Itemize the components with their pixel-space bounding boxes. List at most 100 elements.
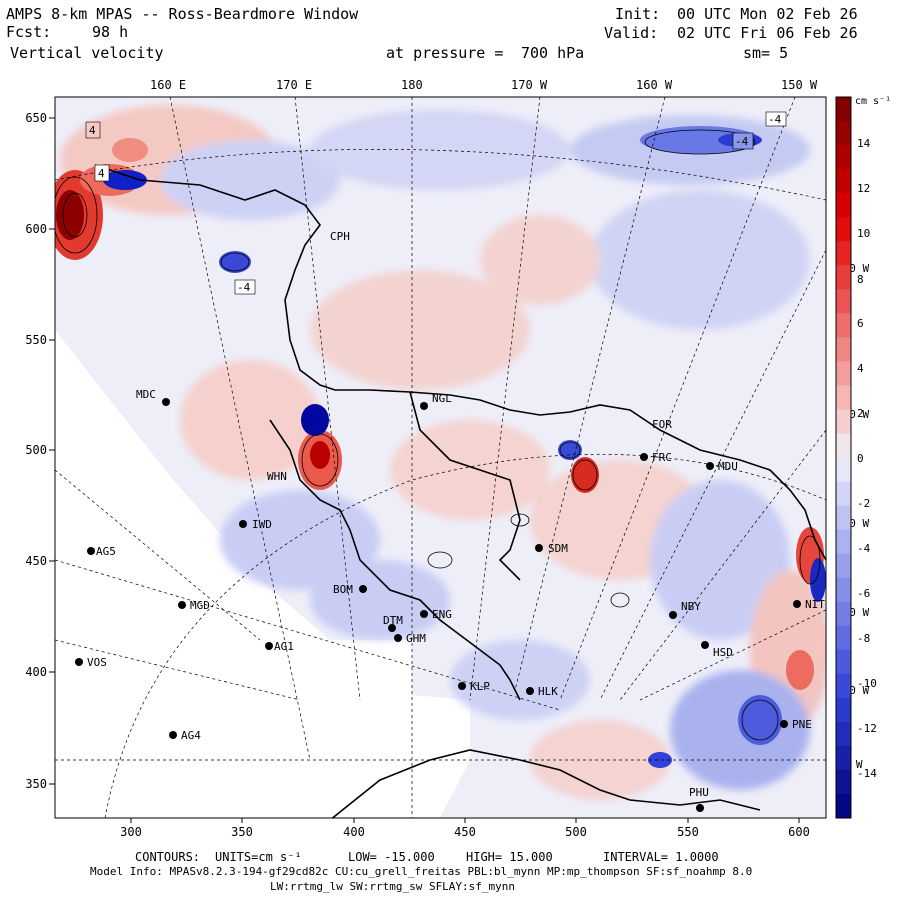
station-label: VOS: [87, 656, 107, 669]
x-tick-label: 600: [788, 825, 810, 839]
init-label: Init:: [615, 5, 661, 23]
station-markers: [75, 398, 801, 812]
footer-interval: INTERVAL= 1.0000: [603, 850, 719, 864]
contour-lines: [55, 129, 821, 741]
x-tick-label: 500: [565, 825, 587, 839]
station-label: PHU: [689, 786, 709, 799]
y-tick-label: 650: [25, 111, 47, 125]
downward-motion-area: [310, 560, 450, 640]
station-label: NBY: [681, 600, 701, 613]
colorbar-band: [836, 337, 851, 362]
colorbar-frame: [835, 96, 852, 819]
no-data-region-west: [55, 330, 412, 818]
y-tick-label: 500: [25, 443, 47, 457]
footer-model-info-2: LW:rrtmg_lw SW:rrtmg_sw SFLAY:sf_mynn: [270, 880, 516, 893]
downward-motion-area: [310, 110, 570, 190]
contour-label: -4: [237, 281, 251, 294]
colorbar-tick-label: 4: [857, 362, 864, 375]
station-label: KLP: [470, 680, 490, 693]
colorbar-band: [836, 265, 851, 290]
longitude-label: 180: [401, 78, 423, 92]
longitude-label: 160 E: [150, 78, 186, 92]
downward-motion-area: [450, 640, 590, 720]
colorbar-band: [836, 313, 851, 338]
y-ticks: [49, 117, 55, 785]
contour-label: -4: [735, 135, 749, 148]
y-tick-label: 400: [25, 665, 47, 679]
station-label: GHM: [406, 632, 426, 645]
colorbar-band: [836, 505, 851, 531]
x-tick-label: 550: [677, 825, 699, 839]
station-label: AG4: [181, 729, 201, 742]
colorbar-band: [836, 529, 851, 555]
station-label: BOM: [333, 583, 353, 596]
colorbar-tick-label: -10: [857, 677, 877, 690]
colorbar-band: [836, 457, 851, 483]
contour-label: -4: [768, 113, 782, 126]
longitude-label: 160 W: [636, 78, 673, 92]
colorbar-tick-label: 14: [857, 137, 871, 150]
field-name: Vertical velocity: [10, 44, 164, 62]
colorbar-band: [836, 577, 851, 603]
valid-time: 02 UTC Fri 06 Feb 26: [677, 24, 858, 42]
colorbar-band: [836, 97, 851, 122]
colorbar-tick-label: -6: [857, 587, 870, 600]
colorbar-band: [836, 361, 851, 386]
longitude-label: 150 W: [781, 78, 818, 92]
x-tick-label: 350: [231, 825, 253, 839]
colorbar-band: [836, 481, 851, 507]
forecast-hours: 98 h: [92, 23, 129, 41]
station-label: NIT: [805, 598, 825, 611]
downward-motion-area: [650, 480, 790, 640]
y-tick-label: 350: [25, 777, 47, 791]
station-label: SDM: [548, 542, 568, 555]
footer-low: LOW= -15.000: [348, 850, 435, 864]
colorbar-tick-label: 6: [857, 317, 864, 330]
colorbar-tick-label: 12: [857, 182, 870, 195]
upward-motion-area: [310, 270, 530, 390]
init-time: 00 UTC Mon 02 Feb 26: [677, 5, 858, 23]
colorbar-band: [836, 289, 851, 314]
station-label: ENG: [432, 608, 452, 621]
upward-motion-area: [180, 360, 320, 480]
station-label: AG1: [274, 640, 294, 653]
colorbar-tick-label: 2: [857, 407, 864, 420]
station-label: MGD: [190, 599, 210, 612]
upward-motion-area: [390, 420, 550, 520]
graticule: [55, 97, 826, 818]
colorbar-band: [836, 241, 851, 266]
upward-motion-area: [530, 720, 670, 800]
colorbar-tick-label: -14: [857, 767, 877, 780]
y-tick-label: 600: [25, 222, 47, 236]
colorbar-band: [836, 625, 851, 651]
station-label: IWD: [252, 518, 272, 531]
footer-model-info: Model Info: MPASv8.2.3-194-gf29cd82c CU:…: [90, 865, 753, 878]
station-label: NGL: [432, 392, 452, 405]
x-ticks: [130, 818, 800, 823]
colorbar-band: [836, 649, 851, 675]
colorbar-band: [836, 769, 851, 795]
station-label: FRC: [652, 451, 672, 464]
colorbar-tick-label: -12: [857, 722, 877, 735]
colorbar-band: [836, 169, 851, 194]
colorbar-tick-label: 0: [857, 452, 864, 465]
colorbar-tick-label: -8: [857, 632, 870, 645]
station-label: HLK: [538, 685, 558, 698]
colorbar-band: [836, 193, 851, 218]
colorbar-band: [836, 217, 851, 242]
footer-contours-label: CONTOURS:: [135, 850, 201, 864]
colorbar-band: [836, 601, 851, 627]
pressure-value: 700 hPa: [521, 44, 585, 62]
colorbar-tick-label: 10: [857, 227, 870, 240]
colorbar-band: [836, 721, 851, 747]
colorbar-tick-label: -4: [857, 542, 871, 555]
y-tick-label: 550: [25, 333, 47, 347]
forecast-label: Fcst:: [6, 23, 52, 41]
plot-frame: [54, 96, 827, 819]
station-label: HSD: [713, 646, 733, 659]
colorbar-band: [836, 433, 851, 458]
contour-label: 4: [89, 124, 96, 137]
strong-downdraft-cores: [103, 126, 826, 768]
upward-motion-area: [480, 215, 600, 305]
